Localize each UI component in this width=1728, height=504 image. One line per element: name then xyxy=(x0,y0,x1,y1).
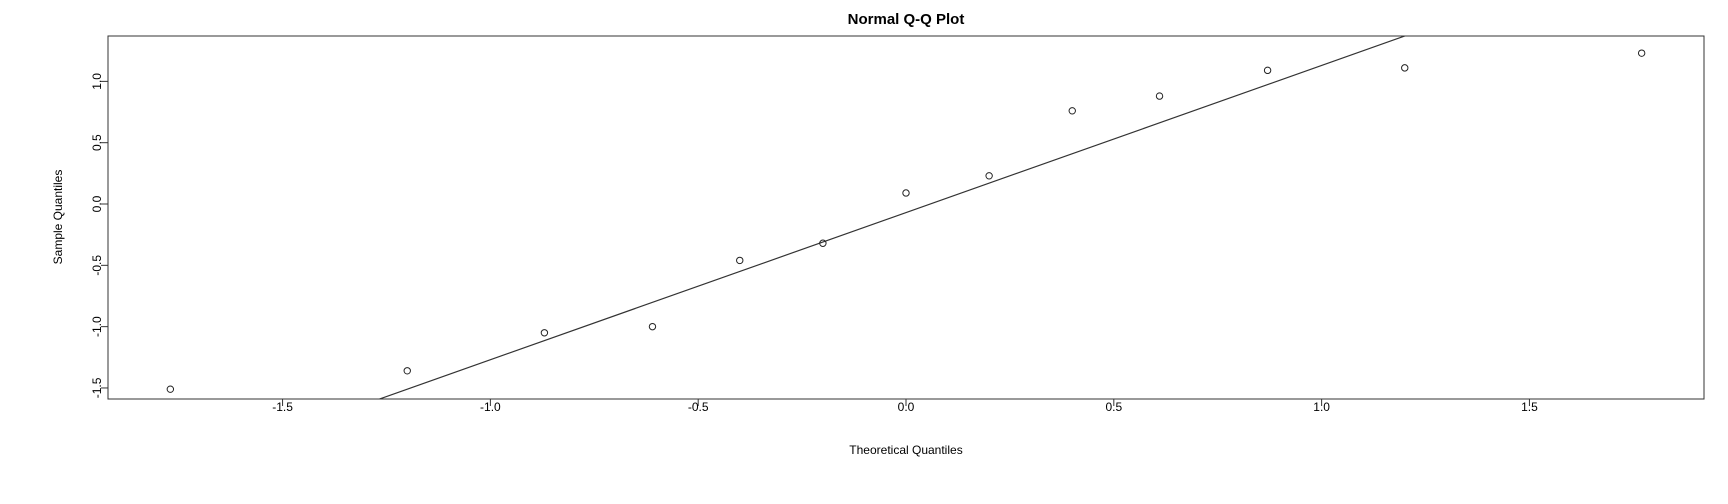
y-tick-label: 0.5 xyxy=(90,134,104,151)
data-point xyxy=(1637,49,1646,57)
data-point xyxy=(1401,64,1409,72)
x-axis: -1.5 -1.0 -0.5 0.0 0.5 1.0 1.5 xyxy=(272,398,1538,414)
plot-marks xyxy=(166,36,1646,399)
data-point xyxy=(403,367,411,375)
y-tick-label: -1.5 xyxy=(90,377,104,398)
qq-reference-line xyxy=(377,36,1407,399)
x-tick-label: -0.5 xyxy=(688,400,709,414)
x-tick-label: 0.0 xyxy=(898,400,915,414)
plot-frame xyxy=(107,35,1705,400)
y-tick-label: -1.0 xyxy=(90,316,104,337)
x-tick-label: -1.0 xyxy=(480,400,501,414)
data-point xyxy=(902,189,910,197)
x-tick-label: -1.5 xyxy=(272,400,293,414)
y-axis-label: Sample Quantiles xyxy=(51,170,65,265)
data-point xyxy=(819,239,827,247)
data-point xyxy=(1263,66,1272,75)
y-tick-label: 0.0 xyxy=(90,195,104,212)
x-axis-label: Theoretical Quantiles xyxy=(849,443,962,457)
y-axis: -1.5 -1.0 -0.5 0.0 0.5 1.0 xyxy=(90,73,109,398)
data-point xyxy=(540,329,549,337)
x-tick-label: 0.5 xyxy=(1105,400,1122,414)
x-tick-label: 1.5 xyxy=(1521,400,1538,414)
x-tick-label: 1.0 xyxy=(1313,400,1330,414)
chart-title: Normal Q-Q Plot xyxy=(848,11,965,28)
data-point xyxy=(166,385,175,393)
y-tick-label: -0.5 xyxy=(90,255,104,276)
y-tick-label: 1.0 xyxy=(90,73,104,90)
data-point xyxy=(1155,92,1164,100)
data-point xyxy=(1068,107,1076,115)
data-point xyxy=(648,322,657,331)
data-point xyxy=(736,256,744,265)
data-point xyxy=(985,172,993,180)
